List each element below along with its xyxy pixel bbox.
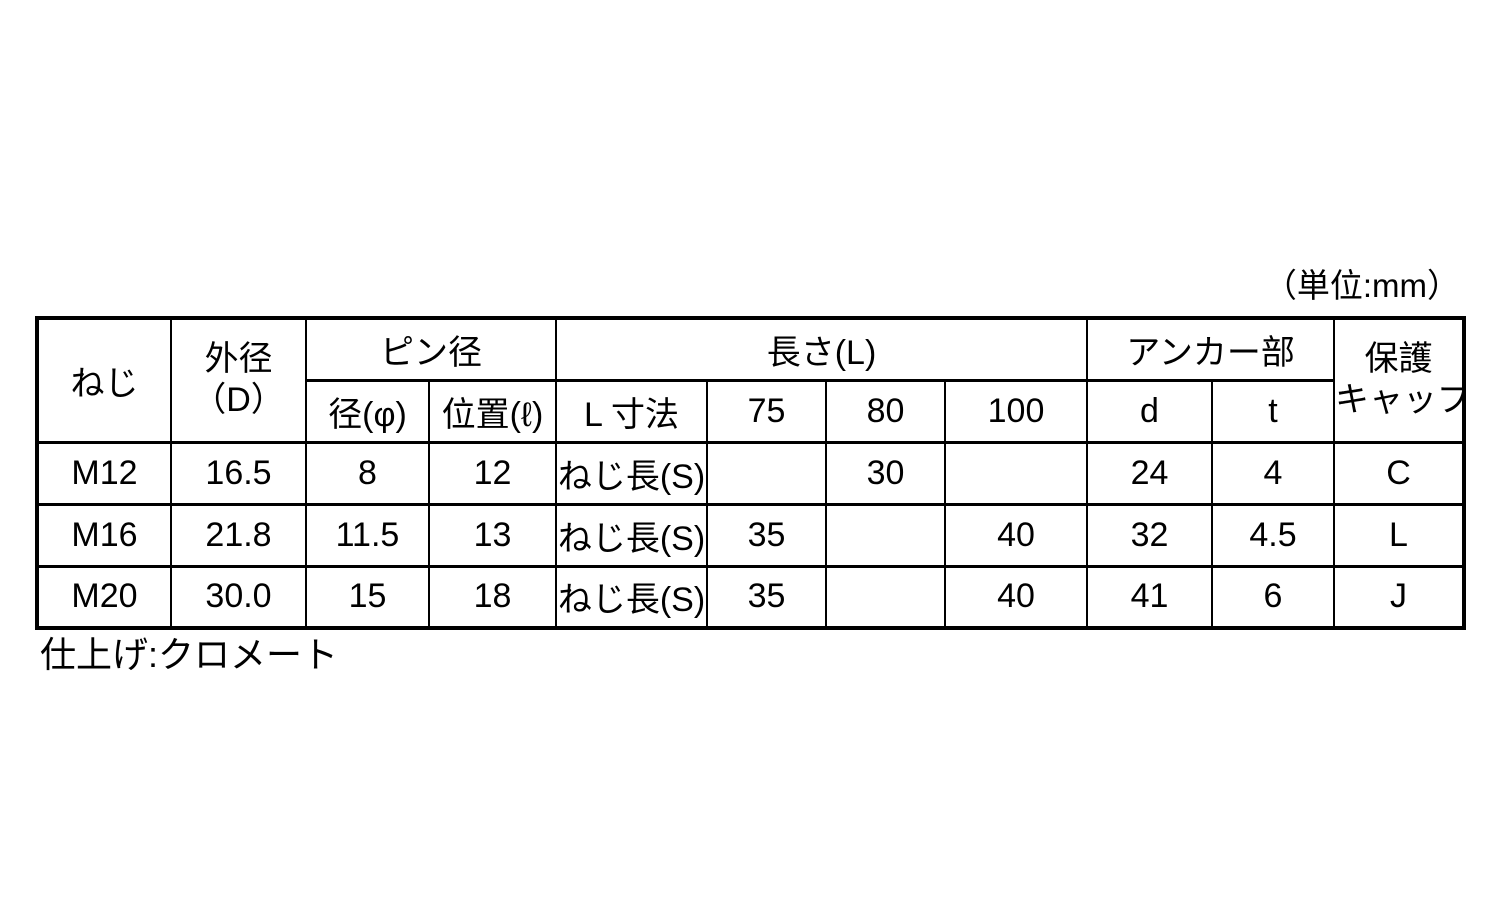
header-length-80: 80 <box>825 378 946 444</box>
cell-cap-type: J <box>1333 564 1466 630</box>
table-row-m12: M12 16.5 8 12 ねじ長(S) 30 24 4 C <box>36 440 1466 506</box>
cell-pin-diameter: 8 <box>305 440 430 506</box>
cell-length-label: ねじ長(S) <box>555 440 708 506</box>
cell-outer-diameter: 30.0 <box>170 564 307 630</box>
header-outer-diameter: 外径 （D） <box>170 316 307 444</box>
header-pin-diameter: 径(φ) <box>305 378 430 444</box>
table-row-m16: M16 21.8 11.5 13 ねじ長(S) 35 40 32 4.5 L <box>36 502 1466 568</box>
cell-pin-diameter: 11.5 <box>305 502 430 568</box>
header-length-100: 100 <box>944 378 1088 444</box>
finish-note: 仕上げ:クロメート <box>40 634 339 675</box>
cell-length-100 <box>944 440 1088 506</box>
header-length-group: 長さ(L) <box>555 316 1088 382</box>
header-screw: ねじ <box>36 316 172 444</box>
cell-length-100: 40 <box>944 502 1088 568</box>
cell-length-label: ねじ長(S) <box>555 564 708 630</box>
cell-pin-position: 12 <box>428 440 557 506</box>
cell-length-80 <box>825 502 946 568</box>
cell-length-75 <box>706 440 827 506</box>
header-l-dimension: L 寸法 <box>555 378 708 444</box>
cell-length-label: ねじ長(S) <box>555 502 708 568</box>
header-row-subcolumns: 径(φ) 位置(ℓ) L 寸法 75 80 100 d t <box>37 378 1464 444</box>
header-length-75: 75 <box>706 378 827 444</box>
cell-cap-type: C <box>1333 440 1466 506</box>
cell-screw-size: M12 <box>36 440 172 506</box>
table-row-m20: M20 30.0 15 18 ねじ長(S) 35 40 41 6 J <box>36 564 1466 630</box>
header-pin-position: 位置(ℓ) <box>428 378 557 444</box>
cell-length-80 <box>825 564 946 630</box>
cell-screw-size: M16 <box>36 502 172 568</box>
header-anchor-d: d <box>1086 378 1213 444</box>
header-protective-cap: 保護 キャップ <box>1333 316 1466 444</box>
cell-outer-diameter: 16.5 <box>170 440 307 506</box>
cell-outer-diameter: 21.8 <box>170 502 307 568</box>
cell-pin-diameter: 15 <box>305 564 430 630</box>
cell-length-80: 30 <box>825 440 946 506</box>
header-anchor-t: t <box>1210 378 1336 444</box>
unit-label: （単位:mm） <box>1263 267 1460 304</box>
cell-anchor-d: 32 <box>1086 502 1213 568</box>
cell-length-100: 40 <box>944 564 1088 630</box>
cell-screw-size: M20 <box>36 564 172 630</box>
spec-table: ねじ 外径 （D） ピン径 長さ(L) アンカー部 保護 キャップ 径(φ) 位… <box>35 316 1467 630</box>
cell-anchor-d: 41 <box>1086 564 1213 630</box>
cell-length-75: 35 <box>706 502 827 568</box>
cell-length-75: 35 <box>706 564 827 630</box>
header-protective-cap-line2: キャップ <box>1335 381 1465 420</box>
header-outer-diameter-line1: 外径 <box>204 339 273 378</box>
header-anchor-group: アンカー部 <box>1085 316 1336 382</box>
cell-anchor-t: 4 <box>1210 440 1336 506</box>
cell-pin-position: 13 <box>428 502 557 568</box>
header-pin-diameter-group: ピン径 <box>305 316 557 382</box>
header-protective-cap-line1: 保護 <box>1364 339 1433 378</box>
cell-anchor-d: 24 <box>1086 440 1213 506</box>
cell-pin-position: 18 <box>428 564 557 630</box>
cell-cap-type: L <box>1333 502 1466 568</box>
cell-anchor-t: 4.5 <box>1210 502 1336 568</box>
header-outer-diameter-line2: （D） <box>192 381 285 420</box>
header-row-groups: ねじ 外径 （D） ピン径 長さ(L) アンカー部 保護 キャップ <box>36 316 1466 444</box>
cell-anchor-t: 6 <box>1210 564 1336 630</box>
